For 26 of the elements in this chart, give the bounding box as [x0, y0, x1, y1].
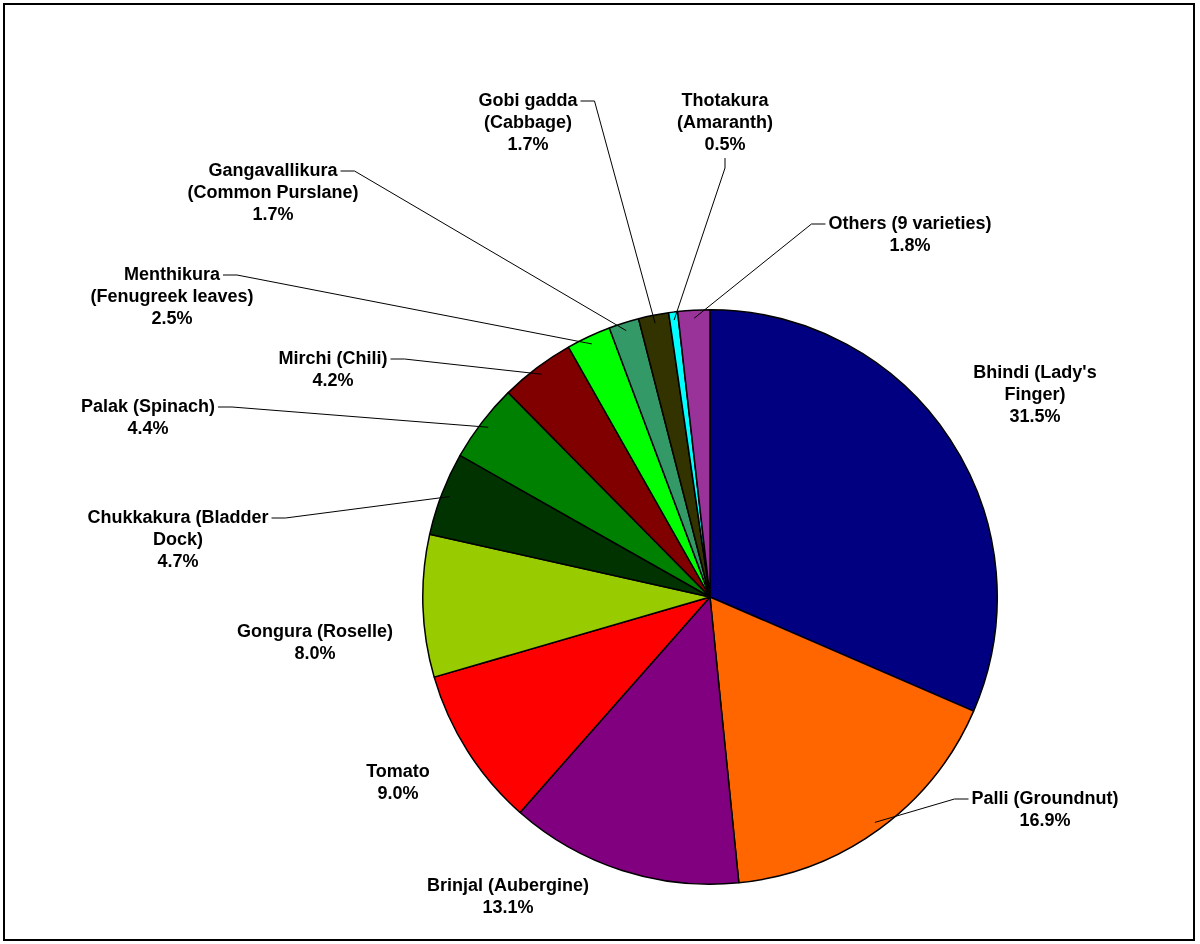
data-label: 4.2%: [312, 369, 354, 390]
data-label: 1.8%: [889, 234, 931, 255]
slice-label: Chukkakura (Bladder Dock): [87, 506, 269, 549]
slice-label: Palli (Groundnut): [971, 787, 1119, 808]
data-label: 13.1%: [482, 896, 534, 917]
slice-label: Mirchi (Chili): [278, 347, 388, 368]
slice-label: Gangavallikura (Common Purslane): [187, 159, 359, 202]
slice-label: Gongura (Roselle): [236, 620, 394, 641]
data-label: 16.9%: [1019, 809, 1071, 830]
slice-label: Menthikura (Fenugreek leaves): [90, 263, 254, 306]
data-label: 8.0%: [294, 642, 336, 663]
data-label: 0.5%: [704, 133, 746, 154]
data-label: 4.7%: [157, 550, 199, 571]
slice-label: Brinjal (Aubergine): [426, 874, 590, 895]
slice-label: Palak (Spinach): [80, 395, 216, 416]
slice-label: Others (9 varieties): [828, 212, 992, 233]
data-label: 9.0%: [377, 782, 419, 803]
slice-label: Thotakura (Amaranth): [676, 89, 774, 132]
slice-label: Gobi gadda (Cabbage): [478, 89, 579, 132]
data-label: 1.7%: [507, 133, 549, 154]
slice-label: Tomato: [366, 760, 430, 781]
data-label: 2.5%: [151, 307, 193, 328]
slice-label: Bhindi (Lady's Finger): [973, 361, 1097, 404]
data-label: 4.4%: [127, 417, 169, 438]
data-label: 31.5%: [1009, 405, 1061, 426]
data-label: 1.7%: [252, 203, 294, 224]
